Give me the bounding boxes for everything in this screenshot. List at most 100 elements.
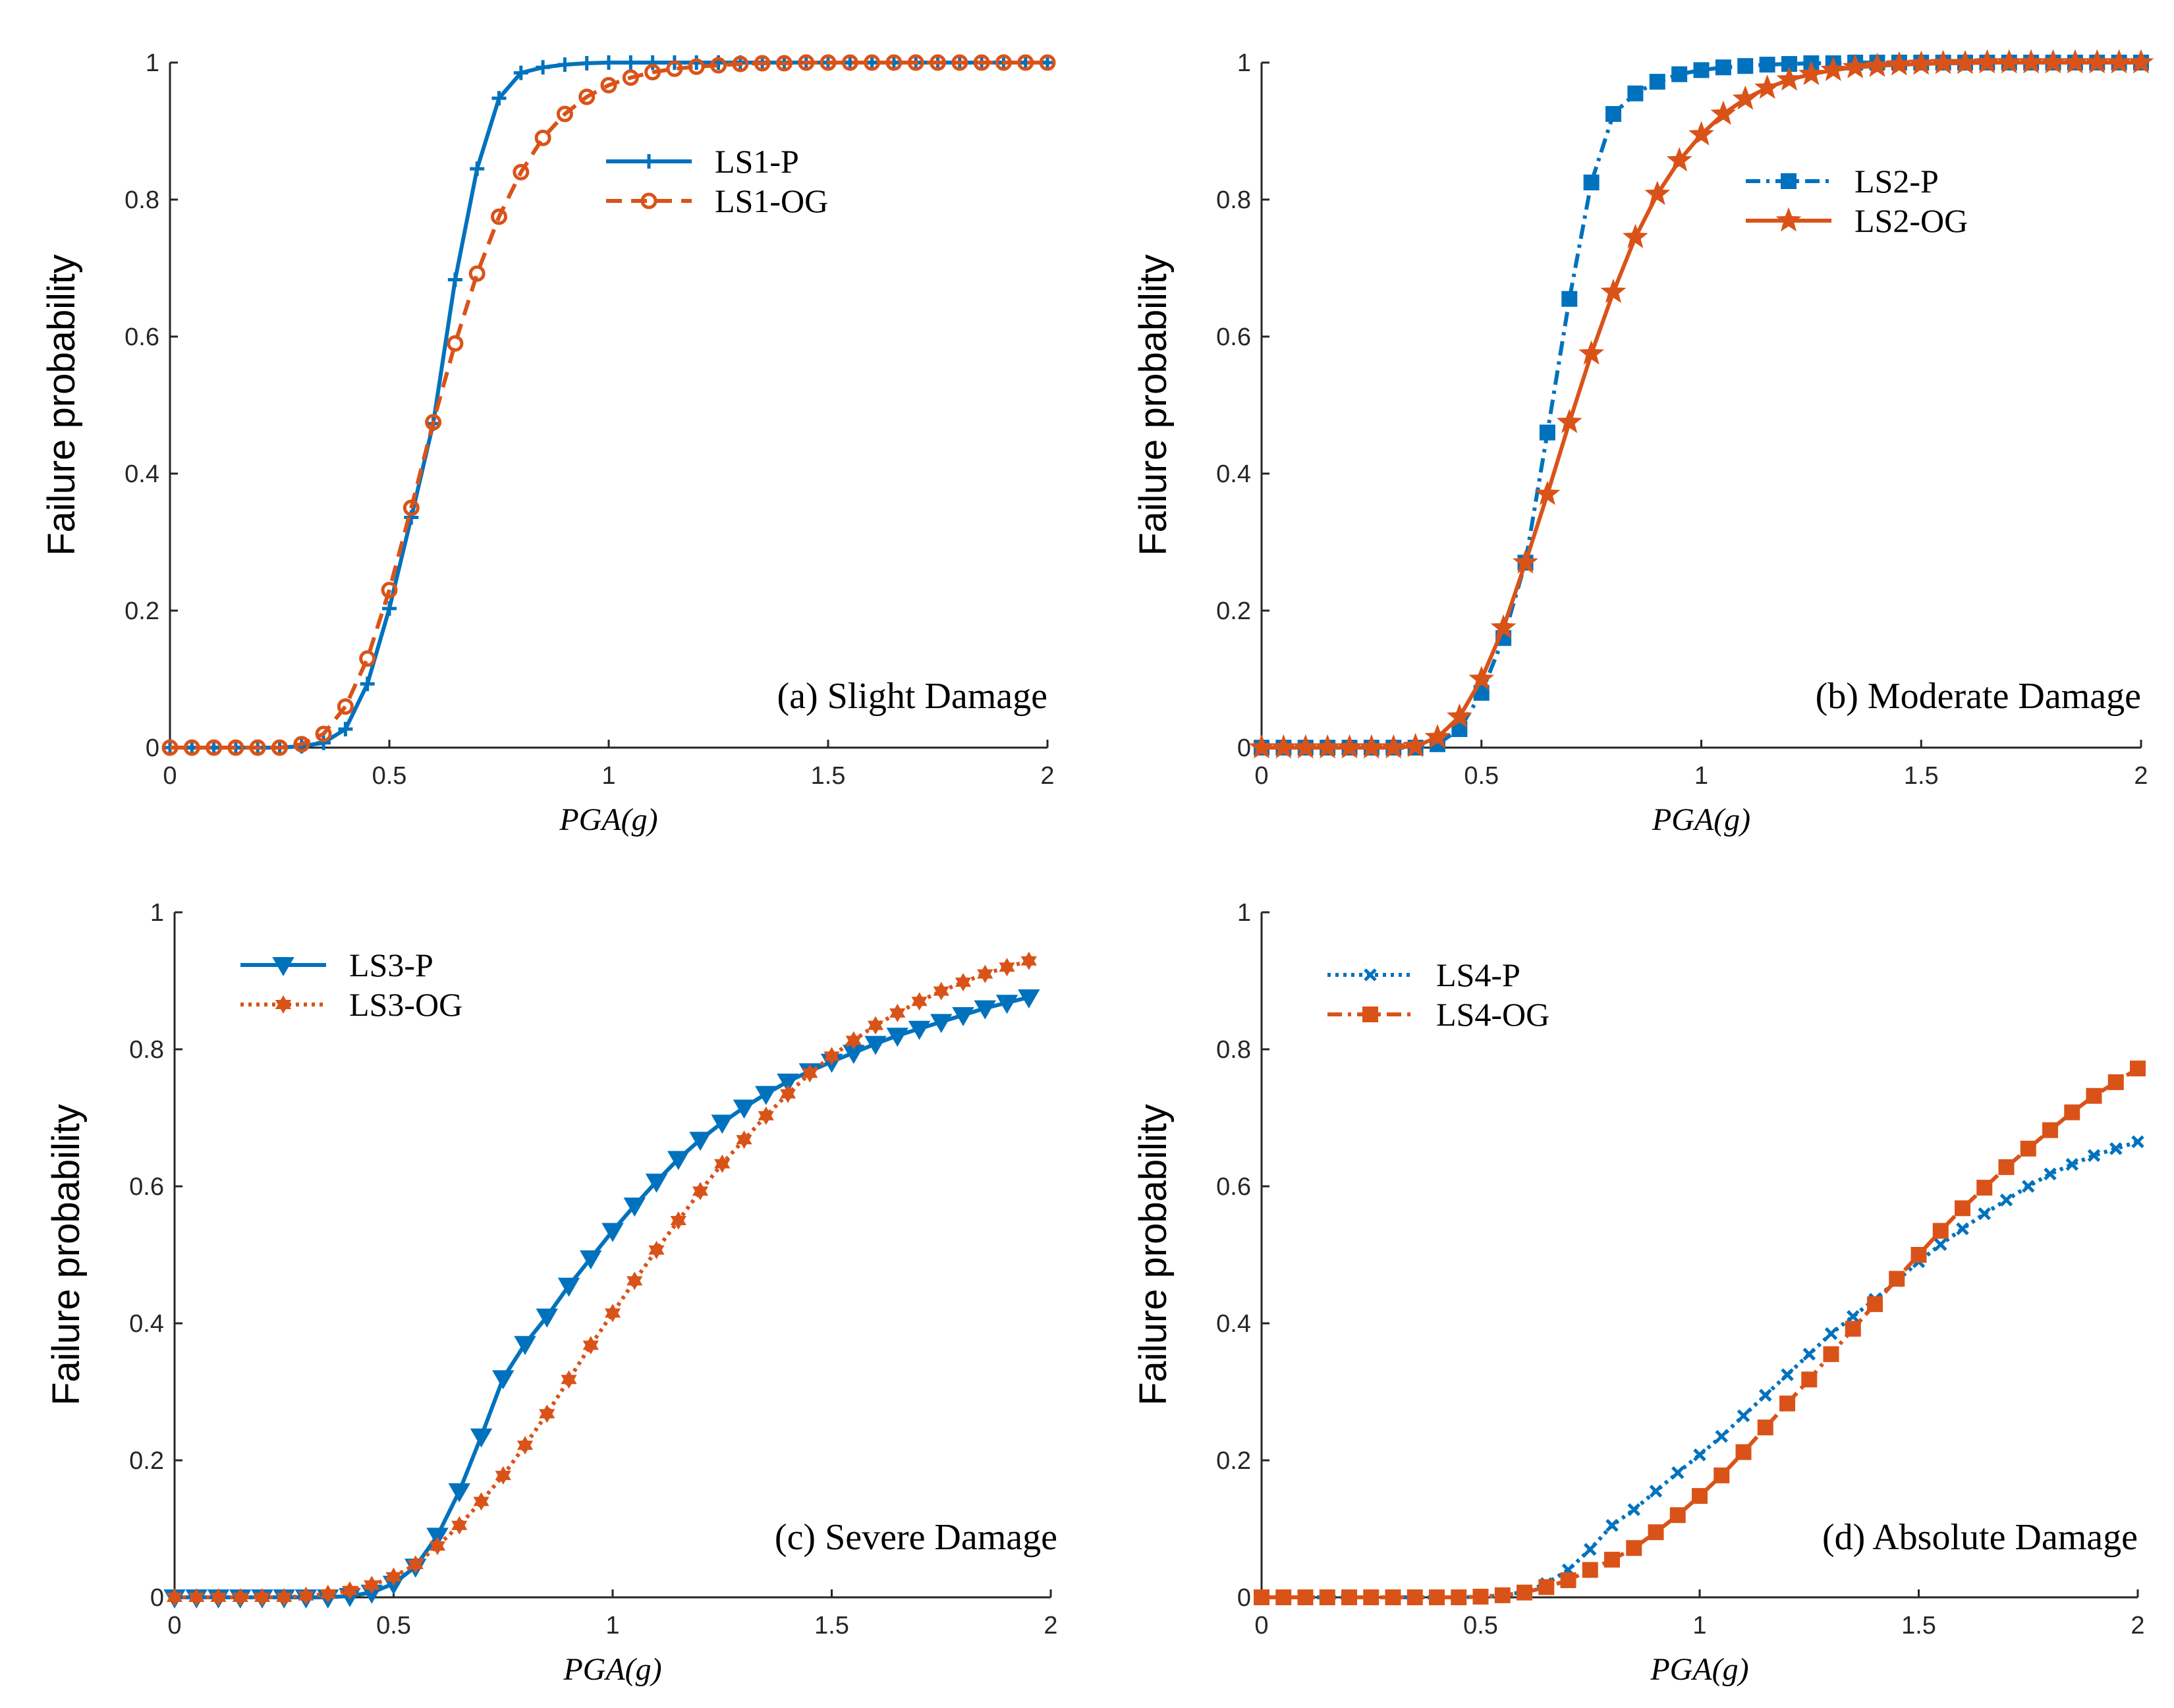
data-point: [166, 1588, 183, 1607]
data-point: [2064, 1104, 2080, 1120]
data-point: [298, 1586, 314, 1605]
data-point: [1934, 1238, 1947, 1252]
chart-panel-4: 0 0.5 1 1.5 2 0 0.2 0.4 0.6 0.8 1 PGA(g) Failure pro…: [1132, 899, 2146, 1687]
data-point: [995, 54, 1012, 71]
data-point: [714, 1154, 731, 1173]
data-point: [758, 1106, 774, 1125]
data-point: [556, 105, 573, 123]
legend-label: LS1-P: [715, 143, 799, 180]
data-point: [886, 1028, 908, 1047]
data-point: [604, 1304, 621, 1323]
data-point: [1732, 85, 1758, 110]
data-point: [1908, 50, 1934, 75]
data-point: [183, 739, 200, 756]
x-tick-label: 2: [2131, 1612, 2144, 1639]
data-point: [1802, 1348, 1816, 1361]
data-point: [1627, 85, 1644, 101]
data-point: [534, 129, 551, 146]
data-point: [867, 1016, 884, 1035]
y-axis-label: Failure probability: [1132, 1104, 1175, 1406]
x-tick-label: 0.5: [1464, 762, 1499, 790]
data-point: [974, 1000, 996, 1020]
y-tick-label: 0: [150, 1584, 164, 1612]
data-point: [1867, 1296, 1883, 1312]
x-tick-label: 2: [1044, 1612, 1057, 1639]
data-point: [1956, 1222, 1969, 1236]
data-point: [1757, 1419, 1773, 1436]
data-point: [2065, 1157, 2079, 1171]
series-LS2-OG: [1248, 49, 2154, 759]
data-point: [561, 1370, 577, 1389]
data-point: [447, 272, 462, 287]
data-point: [315, 725, 332, 742]
data-point: [188, 1588, 205, 1607]
data-point: [1820, 56, 1847, 81]
data-point: [359, 650, 376, 667]
x-tick-label: 0: [167, 1612, 181, 1639]
data-point: [1735, 1444, 1752, 1460]
data-point: [1407, 1589, 1423, 1605]
legend-marker: [1362, 1006, 1378, 1022]
data-point: [580, 1250, 602, 1270]
y-tick-label: 0: [1237, 1584, 1251, 1612]
series-LS1-OG: [161, 54, 1056, 756]
y-tick-label: 0.4: [125, 460, 159, 488]
data-point: [1600, 278, 1627, 303]
series-LS4-OG: [1254, 1061, 2146, 1605]
data-point: [293, 736, 310, 753]
legend-label: LS3-OG: [349, 986, 462, 1023]
data-point: [2086, 1088, 2102, 1104]
series-line: [170, 61, 1047, 750]
data-point: [514, 1336, 536, 1356]
data-point: [1578, 340, 1605, 365]
series-line: [170, 61, 1047, 750]
data-point: [2018, 49, 2044, 74]
data-point: [1693, 62, 1710, 78]
y-tick-label: 1: [150, 899, 164, 927]
data-point: [999, 958, 1015, 977]
data-point: [1649, 74, 1665, 90]
y-tick-label: 0.4: [1216, 460, 1251, 488]
data-point: [1314, 734, 1341, 759]
data-point: [1446, 703, 1472, 728]
data-point: [1910, 1247, 1927, 1263]
legend-entry: LS3-P: [240, 947, 433, 983]
data-point: [1429, 1589, 1445, 1605]
data-point: [1403, 732, 1429, 758]
data-point: [930, 54, 946, 71]
data-point: [557, 57, 572, 72]
y-tick-label: 0: [146, 734, 159, 762]
data-point: [513, 163, 530, 180]
data-point: [845, 1031, 862, 1050]
data-point: [1583, 1543, 1597, 1556]
data-point: [578, 88, 596, 105]
y-tick-label: 0.6: [1216, 1173, 1251, 1201]
data-point: [951, 54, 968, 71]
series-LS3-P: [163, 989, 1040, 1609]
data-point: [1671, 66, 1688, 82]
data-point: [1254, 1589, 1269, 1605]
data-point: [1976, 1180, 1993, 1196]
data-point: [2040, 49, 2066, 74]
data-point: [470, 1428, 493, 1448]
data-point: [1451, 721, 1468, 737]
data-point: [973, 54, 990, 71]
data-point: [338, 721, 353, 736]
data-point: [1385, 1589, 1401, 1605]
x-tick-label: 1.5: [811, 762, 846, 790]
y-tick-label: 0.8: [1216, 1036, 1251, 1064]
data-point: [1539, 424, 1555, 441]
data-point: [1955, 1200, 1970, 1217]
data-point: [451, 1516, 468, 1535]
y-tick-label: 0.8: [1216, 186, 1251, 214]
series-line: [1262, 61, 2141, 750]
data-point: [732, 55, 749, 72]
y-axis-label: Failure probability: [40, 254, 83, 556]
panel-annotation: (d) Absolute Damage: [1822, 1517, 2138, 1558]
chart-panel-1: 0 0.5 1 1.5 2 0 0.2 0.4 0.6 0.8 1 PGA(g) Failure pro…: [40, 49, 1056, 837]
x-tick-label: 0.5: [376, 1612, 411, 1639]
legend-label: LS2-OG: [1854, 202, 1968, 239]
data-point: [536, 1308, 558, 1328]
data-point: [513, 65, 528, 80]
data-point: [539, 1404, 555, 1423]
